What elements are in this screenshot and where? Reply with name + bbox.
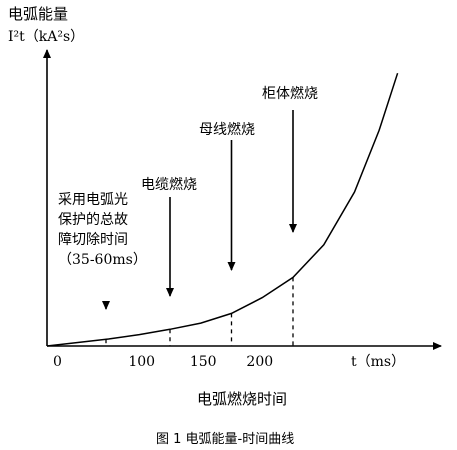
dashed-guide-lines: [105, 277, 294, 346]
x-axis-title: 电弧燃烧时间: [197, 390, 287, 408]
event-label-line: 保护的总故: [58, 212, 128, 228]
x-tick-labels: 0 100 150 200: [53, 354, 273, 370]
x-axis-unit: t（ms）: [351, 354, 405, 370]
event-label-line: 电缆燃烧: [141, 176, 197, 193]
event-label-line: 母线燃烧: [199, 121, 255, 138]
event-arrows: [102, 110, 297, 310]
event-label-line: 采用电弧光: [58, 192, 128, 208]
x-tick-label: 200: [246, 354, 273, 370]
energy-curve: [46, 72, 399, 347]
figure-caption: 图 1 电弧能量-时间曲线: [156, 432, 294, 447]
event-label-line: （35-60ms）: [58, 252, 147, 268]
event-label-line: 柜体燃烧: [262, 85, 318, 102]
event-label-line: 障切除时间: [58, 232, 128, 248]
y-axis-title: 电弧能量: [8, 5, 68, 23]
x-tick-label: 150: [190, 354, 217, 370]
x-tick-label: 100: [128, 354, 155, 370]
x-tick-label: 0: [53, 354, 62, 370]
y-axis-unit: I²t（kA²s）: [8, 29, 84, 45]
